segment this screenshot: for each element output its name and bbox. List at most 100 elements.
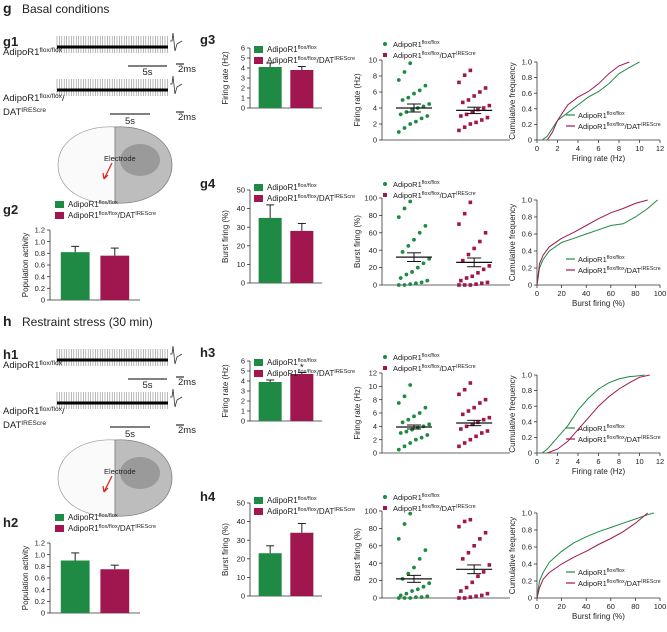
- text-run: /DAT: [317, 507, 335, 516]
- legend-label: AdipoR1flox/flox: [393, 40, 440, 49]
- x-tick-label: 12: [656, 457, 664, 466]
- y-tick-label: 0.6: [522, 402, 532, 411]
- panel-label: h3: [200, 345, 215, 360]
- text-run: AdipoR1: [578, 424, 607, 433]
- point: [464, 585, 469, 590]
- x-tick-label: 12: [656, 144, 664, 153]
- superscript: flox/flox: [298, 507, 317, 513]
- cdf-line: [536, 199, 648, 286]
- superscript: flox/flox: [607, 568, 625, 574]
- point: [476, 420, 480, 425]
- point: [396, 536, 401, 541]
- text-run: AdipoR1: [578, 435, 607, 444]
- point: [400, 420, 405, 425]
- y-tick-label: 0.2: [522, 433, 532, 442]
- point: [396, 130, 401, 134]
- x-tick-label: 60: [607, 289, 615, 298]
- bar: [290, 374, 314, 421]
- spike-waveform: [170, 32, 183, 52]
- point: [412, 414, 416, 419]
- legend-label: AdipoR1flox/flox: [267, 45, 317, 54]
- point: [427, 257, 432, 261]
- amp-scale-label: 2ms: [178, 377, 196, 388]
- legend-label: AdipoR1flox/flox: [393, 180, 440, 189]
- legend-label: AdipoR1flox/flox/DATIREScre: [267, 56, 355, 65]
- y-tick-label: 0.4: [522, 560, 532, 569]
- y-tick-label: 0: [241, 417, 245, 426]
- point: [474, 434, 478, 439]
- point: [460, 100, 465, 105]
- point: [421, 584, 426, 589]
- point: [485, 429, 490, 433]
- point: [457, 392, 461, 397]
- point: [459, 114, 463, 118]
- text-run: AdipoR1: [578, 122, 607, 131]
- superscript: flox/flox: [607, 111, 625, 117]
- y-tick-label: 50: [237, 186, 245, 195]
- electrode-label: Electrode: [104, 154, 136, 163]
- point: [402, 596, 407, 600]
- point: [468, 595, 473, 599]
- y-tick-label: 5: [241, 54, 245, 63]
- y-tick-label: 0.6: [522, 230, 532, 239]
- point: [425, 433, 430, 437]
- y-tick-label: 1.0: [522, 58, 532, 67]
- point: [408, 122, 413, 126]
- point: [400, 250, 405, 254]
- point: [472, 405, 476, 410]
- trace-label: AdipoR1flox/flox: [3, 360, 63, 372]
- y-tick-label: 0: [528, 449, 532, 458]
- point: [408, 199, 413, 204]
- superscript: IREScre: [334, 194, 355, 200]
- panel-label: h1: [3, 347, 18, 362]
- bar: [258, 217, 282, 283]
- legend-swatch: [55, 212, 64, 219]
- point: [410, 589, 414, 593]
- section-title: Basal conditions: [22, 2, 109, 16]
- text-run: AdipoR1: [578, 568, 607, 577]
- x-tick-label: 0: [535, 457, 539, 466]
- point: [415, 587, 420, 592]
- text-run: AdipoR1: [267, 56, 298, 65]
- y-tick-label: 12: [369, 369, 377, 378]
- y-tick-label: 60: [369, 541, 377, 550]
- text-run: /DAT: [440, 364, 457, 373]
- x-tick-label: 8: [617, 144, 621, 153]
- text-run: /DAT: [625, 435, 642, 444]
- text-run: AdipoR1: [3, 360, 39, 371]
- legend-swatch: [254, 370, 263, 377]
- y-tick-label: 0.6: [522, 543, 532, 552]
- superscript: flox/flox: [422, 191, 440, 197]
- point: [410, 270, 414, 274]
- legend-swatch: [55, 525, 64, 532]
- superscript: IREScre: [21, 420, 46, 427]
- point: [402, 283, 407, 287]
- trace-label: DATIREScre: [3, 420, 46, 432]
- bar: [60, 560, 90, 613]
- text-run: /DAT: [317, 194, 335, 203]
- point: [470, 110, 475, 114]
- superscript: flox/flox: [298, 45, 317, 51]
- text-run: AdipoR1: [267, 183, 298, 192]
- x-tick-label: 8: [617, 457, 621, 466]
- point: [470, 580, 475, 585]
- y-axis-label: Cumulative frequency: [508, 62, 517, 139]
- legend-marker: [383, 42, 387, 46]
- y-axis-label: Burst firing (%): [353, 528, 362, 581]
- y-tick-label: 0.2: [35, 284, 45, 293]
- section-letter: g: [3, 0, 12, 16]
- text-run: /DAT: [440, 191, 457, 200]
- y-tick-label: 10: [237, 260, 245, 269]
- bar: [258, 382, 282, 421]
- spike-waveform: [170, 388, 183, 408]
- point: [408, 61, 413, 66]
- y-tick-label: 6: [241, 44, 245, 53]
- point: [481, 417, 486, 422]
- legend-marker: [383, 506, 387, 510]
- panel-label: g2: [3, 202, 18, 217]
- point: [396, 78, 401, 82]
- point: [478, 239, 482, 244]
- y-tick-label: 10: [369, 382, 377, 391]
- text-run: AdipoR1: [393, 353, 422, 362]
- superscript: flox/flox: [607, 424, 625, 430]
